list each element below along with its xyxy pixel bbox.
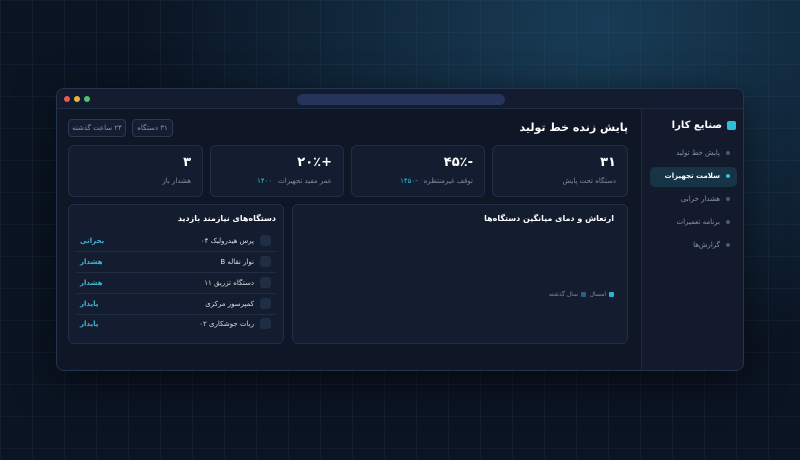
row-icon (260, 235, 271, 246)
device-name: دستگاه تزریق ۱۱ (204, 279, 254, 287)
table-title: دستگاه‌های نیازمند بازدید (177, 214, 276, 223)
nav-item[interactable]: پایش خط تولید (676, 149, 720, 157)
legend-swatch (609, 292, 614, 297)
nav-item[interactable]: سلامت تجهیزات (664, 172, 720, 180)
legend-swatch (581, 292, 586, 297)
nav-bullet (726, 243, 730, 247)
kpi-value: ۳۱ (600, 155, 616, 170)
kpi-value: +۲۰٪ (297, 155, 332, 170)
nav-bullet (726, 197, 730, 201)
device-name: نوار نقاله B (220, 258, 254, 266)
kpi-label: توقف غیرمنتظره-۱۴۵۰ (400, 177, 473, 185)
device-name: ربات جوشکاری ۰۲ (199, 320, 254, 328)
device-status: بحرانی (80, 237, 105, 245)
legend-label: سال گذشته (548, 291, 578, 298)
kpi-card (68, 145, 203, 197)
row-icon (260, 277, 271, 288)
kpi-label: دستگاه تحت پایش (562, 177, 616, 185)
kpi-value: -۴۵٪ (443, 155, 473, 170)
chart-card (292, 204, 628, 344)
nav-bullet (726, 174, 730, 178)
kpi-label: هشدار باز (162, 177, 191, 185)
row-divider (76, 251, 276, 252)
kpi-card (351, 145, 485, 197)
address-bar[interactable] (297, 94, 505, 105)
kpi-note: ۱۴۰۰ (257, 177, 273, 185)
device-status: پایدار (80, 300, 99, 308)
row-divider (76, 293, 276, 294)
maximize-dot[interactable] (84, 96, 90, 102)
close-dot[interactable] (64, 96, 70, 102)
nav-item[interactable]: برنامه تعمیرات (676, 218, 720, 226)
kpi-note: -۱۴۵۰ (400, 177, 418, 185)
active-nav-highlight (650, 167, 737, 187)
row-icon (260, 318, 271, 329)
minimize-dot[interactable] (74, 96, 80, 102)
brand-name: صنایع کارا (671, 120, 722, 131)
header-button[interactable]: ۳۱ دستگاه (132, 119, 173, 137)
nav-bullet (726, 220, 730, 224)
row-icon (260, 298, 271, 309)
nav-item[interactable]: هشدار خرابی (680, 195, 720, 203)
page-title: پایش زنده خط تولید (519, 121, 628, 134)
kpi-card (492, 145, 628, 197)
device-status: هشدار (80, 258, 103, 266)
device-status: پایدار (80, 320, 99, 328)
device-status: هشدار (80, 279, 103, 287)
kpi-card (210, 145, 344, 197)
brand-icon (727, 121, 736, 130)
row-icon (260, 256, 271, 267)
table-card (68, 204, 284, 344)
nav-bullet (726, 151, 730, 155)
row-divider (76, 314, 276, 315)
chart-title: ارتعاش و دمای میانگین دستگاه‌ها (484, 214, 614, 223)
legend-label: امسال (589, 291, 606, 298)
nav-item[interactable]: گزارش‌ها (693, 241, 720, 249)
device-name: پرس هیدرولیک ۰۴ (200, 237, 254, 245)
kpi-value: ۳ (183, 155, 191, 170)
device-name: کمپرسور مرکزی (205, 300, 254, 308)
kpi-label: عمر مفید تجهیزات۱۴۰۰ (257, 177, 332, 185)
header-button[interactable]: ۲۴ ساعت گذشته (68, 119, 126, 137)
row-divider (76, 272, 276, 273)
